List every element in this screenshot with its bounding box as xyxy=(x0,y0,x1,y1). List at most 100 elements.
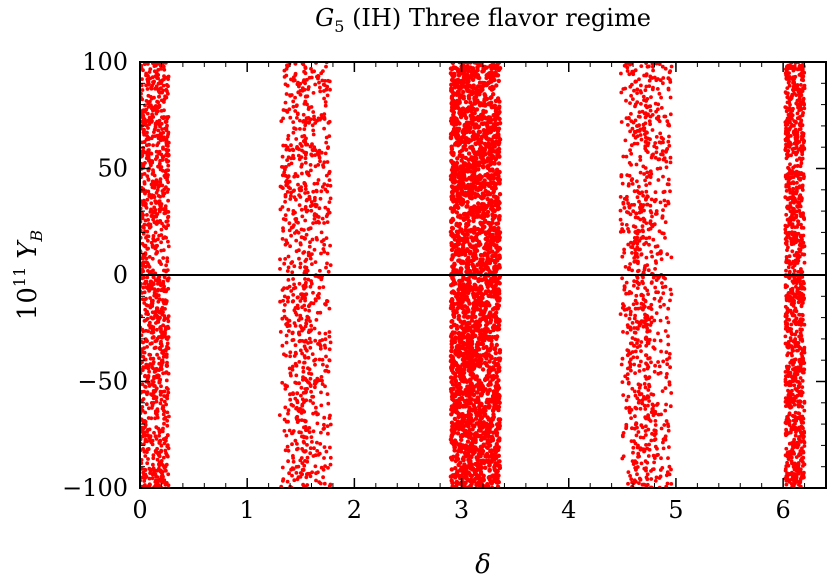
data-point xyxy=(290,331,295,336)
data-point xyxy=(161,88,166,93)
data-point xyxy=(318,339,322,343)
data-point xyxy=(318,344,323,348)
data-point xyxy=(323,384,327,389)
data-point xyxy=(165,454,170,459)
data-point xyxy=(143,357,148,362)
data-point xyxy=(466,320,471,326)
data-point xyxy=(298,475,303,479)
data-point xyxy=(287,471,291,476)
data-point xyxy=(157,94,162,99)
data-point xyxy=(481,420,486,425)
data-point xyxy=(467,362,472,367)
data-point xyxy=(290,260,295,264)
data-point xyxy=(289,190,293,195)
data-point xyxy=(145,275,150,280)
data-point xyxy=(483,188,488,194)
data-point xyxy=(492,468,498,473)
data-point xyxy=(146,189,151,194)
data-point xyxy=(631,97,635,101)
data-point xyxy=(150,298,154,303)
data-point xyxy=(294,381,299,385)
data-point xyxy=(159,397,164,402)
data-point xyxy=(658,304,663,309)
data-point xyxy=(449,412,454,417)
data-point xyxy=(291,293,296,297)
data-point xyxy=(449,94,455,99)
data-point xyxy=(467,301,472,306)
data-point xyxy=(491,143,496,149)
data-point xyxy=(282,170,287,175)
data-point xyxy=(449,167,455,173)
data-point xyxy=(455,143,461,148)
data-point xyxy=(485,238,490,243)
data-point xyxy=(162,174,167,178)
data-point xyxy=(452,416,458,422)
data-point xyxy=(634,433,639,438)
data-point xyxy=(326,146,330,151)
data-point xyxy=(491,180,496,185)
data-point xyxy=(484,427,490,432)
data-point xyxy=(490,335,495,340)
data-point xyxy=(476,187,481,193)
data-point xyxy=(456,205,461,210)
data-point xyxy=(290,270,295,275)
data-point xyxy=(497,400,502,405)
data-point xyxy=(468,343,474,348)
data-point xyxy=(321,285,326,289)
data-point xyxy=(308,451,313,456)
data-point xyxy=(163,120,168,124)
data-point xyxy=(491,395,497,401)
data-point xyxy=(494,221,499,226)
data-point xyxy=(301,292,306,297)
data-point xyxy=(151,360,156,364)
data-point xyxy=(631,450,635,455)
data-point xyxy=(470,254,476,259)
data-point xyxy=(483,244,488,249)
data-point xyxy=(305,94,310,99)
data-point xyxy=(461,335,466,340)
data-point xyxy=(313,385,317,390)
data-point xyxy=(159,240,164,245)
data-point xyxy=(327,358,332,362)
data-point xyxy=(148,439,153,443)
data-point xyxy=(484,303,490,308)
data-point xyxy=(147,192,152,197)
data-point xyxy=(148,435,153,440)
data-point xyxy=(653,423,658,427)
data-point xyxy=(288,197,293,201)
data-point xyxy=(159,448,164,453)
data-point xyxy=(456,316,461,322)
data-point xyxy=(635,141,640,146)
data-point xyxy=(322,456,326,460)
data-point xyxy=(164,139,169,144)
data-point xyxy=(467,427,472,433)
data-point xyxy=(476,328,481,333)
data-point xyxy=(467,414,473,420)
data-point xyxy=(312,213,317,218)
data-point xyxy=(462,319,467,325)
data-point xyxy=(159,384,163,389)
data-point xyxy=(485,482,490,487)
data-point xyxy=(457,79,462,84)
data-point xyxy=(450,305,456,310)
data-point xyxy=(280,343,285,348)
data-point xyxy=(166,387,170,391)
data-point xyxy=(278,330,283,334)
data-point xyxy=(666,428,671,433)
data-point xyxy=(283,100,288,105)
data-point xyxy=(626,394,631,399)
data-point xyxy=(152,310,157,315)
data-point xyxy=(312,145,317,150)
data-point xyxy=(497,463,502,469)
data-point xyxy=(319,113,324,117)
data-point xyxy=(475,177,480,183)
data-point xyxy=(496,78,501,84)
data-point xyxy=(461,403,467,408)
data-point xyxy=(151,471,156,476)
data-point xyxy=(655,87,660,91)
data-point xyxy=(295,391,300,396)
data-point xyxy=(145,229,150,234)
data-point xyxy=(143,374,147,379)
data-point xyxy=(459,236,464,242)
data-point xyxy=(490,314,496,319)
